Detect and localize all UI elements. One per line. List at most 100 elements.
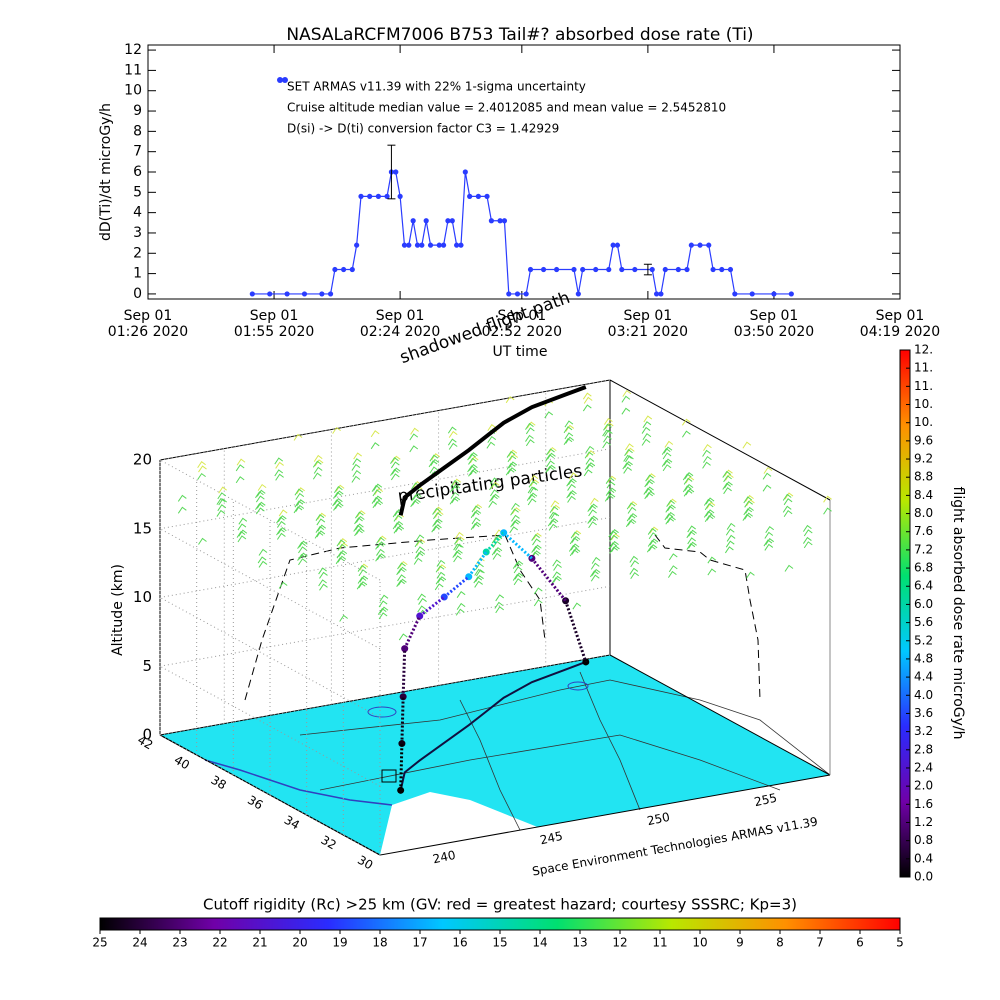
annotation: Cruise altitude median value = 2.4012085… xyxy=(287,101,726,115)
z-tick-label: 5 xyxy=(142,657,152,675)
particle-glyph xyxy=(473,503,483,511)
particle-glyph xyxy=(702,461,711,469)
particle-glyph xyxy=(603,435,612,443)
particle-glyph xyxy=(645,474,654,482)
particle-glyph xyxy=(703,455,712,463)
particle-glyph xyxy=(661,459,671,467)
particle-glyph xyxy=(662,452,672,460)
shadow-outline xyxy=(654,534,761,701)
particle-glyph xyxy=(490,481,500,489)
particle-glyph xyxy=(529,474,539,482)
particle-glyph xyxy=(511,502,520,510)
axis-line xyxy=(379,774,831,856)
colorbar-tick-label: 10. xyxy=(914,415,933,429)
particle-glyph xyxy=(823,495,832,503)
colorbar-tick-label: 11 xyxy=(652,936,667,950)
colorbar-tick-label: 13 xyxy=(572,936,587,950)
colorbar-tick-label: 3.2 xyxy=(914,724,933,738)
particle-glyph xyxy=(336,551,346,559)
colorbar-tick-label: 2.4 xyxy=(914,760,933,774)
particle-glyph xyxy=(550,500,560,508)
data-point xyxy=(575,291,581,297)
colorbar-tick-label: 14 xyxy=(532,936,547,950)
particle-glyph xyxy=(418,597,427,605)
data-point xyxy=(341,266,347,273)
x-axis-label: UT time xyxy=(493,344,548,360)
data-point xyxy=(653,291,660,297)
particle-glyph xyxy=(605,476,615,484)
particle-glyph xyxy=(603,429,613,437)
particle-glyph xyxy=(276,532,286,540)
data-point xyxy=(593,266,599,273)
particle-glyph xyxy=(216,497,226,505)
particle-glyph xyxy=(473,576,483,584)
particle-glyph xyxy=(545,465,554,473)
x-tick-label: Sep 01 xyxy=(376,308,425,324)
colorbar-tick-label: 24 xyxy=(132,936,147,950)
data-point xyxy=(397,193,403,199)
x-tick-label: Sep 01 xyxy=(124,308,173,324)
colorbar xyxy=(899,349,911,878)
particle-glyph xyxy=(410,500,419,508)
particle-glyph xyxy=(354,517,363,525)
particle-glyph xyxy=(590,574,600,582)
data-point xyxy=(267,291,273,297)
particle-glyph xyxy=(430,458,440,466)
particle-glyph xyxy=(802,524,812,532)
particle-glyph xyxy=(626,502,636,510)
y-tick-label: 8 xyxy=(133,123,142,139)
colorbar-tick-label: 3.6 xyxy=(914,706,933,720)
particle-glyph xyxy=(611,545,620,553)
particle-glyph xyxy=(198,465,207,473)
data-point xyxy=(554,266,560,273)
particle-glyph xyxy=(606,481,616,489)
particle-glyph xyxy=(257,483,267,491)
particle-glyph xyxy=(585,457,595,465)
particle-glyph xyxy=(625,520,635,528)
particle-glyph xyxy=(236,530,246,538)
data-point xyxy=(706,242,712,248)
particle-glyph xyxy=(609,534,618,542)
particle-glyph xyxy=(722,482,732,490)
particle-glyph xyxy=(566,479,575,487)
particle-glyph xyxy=(357,576,367,584)
particle-glyph xyxy=(784,564,794,572)
particle-glyph xyxy=(585,445,595,453)
data-point xyxy=(684,266,690,273)
particle-glyph xyxy=(532,550,541,558)
particle-glyph xyxy=(526,493,536,501)
particle-glyph xyxy=(783,510,793,518)
particle-glyph xyxy=(436,571,446,579)
particle-glyph xyxy=(724,481,733,489)
particle-glyph xyxy=(376,541,386,549)
colorbar-tick-label: 4.0 xyxy=(914,688,933,702)
particle-glyph xyxy=(274,469,284,477)
data-point xyxy=(354,242,360,248)
particle-glyph xyxy=(490,489,499,497)
data-point xyxy=(662,266,668,273)
particle-glyph xyxy=(666,511,675,519)
data-point xyxy=(540,266,547,273)
particle-glyph xyxy=(602,429,611,437)
particle-glyph xyxy=(803,529,813,537)
particle-glyph xyxy=(570,543,580,551)
particle-glyph xyxy=(338,549,348,557)
particle-glyph xyxy=(688,529,697,537)
particle-glyph xyxy=(217,492,227,500)
particle-glyph xyxy=(665,517,675,525)
data-point xyxy=(327,291,334,297)
particle-glyph xyxy=(586,450,596,458)
particle-glyph xyxy=(644,492,654,500)
x-tick-label: 01:55 2020 xyxy=(234,324,314,340)
coastline xyxy=(204,759,393,806)
particle-glyph xyxy=(802,536,812,544)
particle-glyph xyxy=(315,513,325,521)
particle-glyph xyxy=(298,558,307,566)
particle-glyph xyxy=(218,486,227,494)
particle-glyph xyxy=(432,507,441,515)
particle-glyph xyxy=(396,579,405,587)
particle-glyph xyxy=(764,543,774,551)
particle-glyph xyxy=(378,600,388,608)
x-tick-label: 03:21 2020 xyxy=(608,324,688,340)
particle-glyph xyxy=(447,438,457,446)
